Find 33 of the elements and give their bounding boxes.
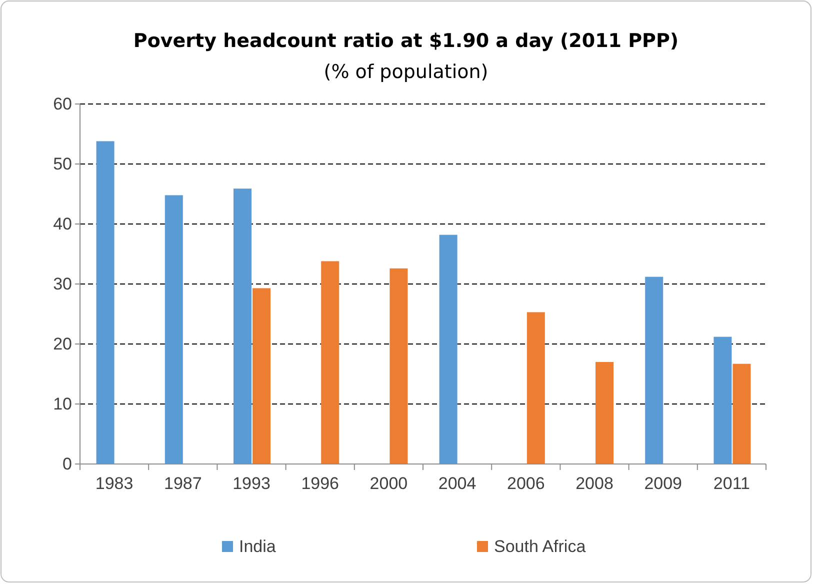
bar: [526, 312, 545, 464]
bar: [234, 188, 252, 464]
bar: [714, 336, 732, 464]
bar: [321, 261, 340, 464]
x-tick-label: 2009: [644, 474, 682, 494]
y-tick-label: 60: [53, 94, 72, 114]
y-tick-label: 50: [53, 154, 72, 174]
bar: [96, 141, 114, 464]
x-tick-label: 2006: [506, 474, 545, 494]
chart-subtitle: (% of population): [324, 61, 488, 83]
y-tick-label: 0: [62, 454, 72, 474]
legend-label: India: [239, 537, 276, 556]
x-tick-label: 2011: [713, 474, 750, 494]
x-tick-label: 1987: [164, 474, 202, 494]
chart-title: Poverty headcount ratio at $1.90 a day (2011 PPP): [133, 30, 679, 52]
bar: [645, 276, 664, 464]
y-tick-label: 40: [53, 214, 72, 234]
y-tick-label: 20: [53, 334, 72, 354]
x-tick-label: 2004: [438, 474, 476, 494]
x-tick-label: 2000: [370, 474, 408, 494]
bar: [732, 364, 751, 464]
bar: [596, 362, 614, 464]
x-tick-label: 1993: [232, 474, 270, 494]
legend-label: South Africa: [494, 537, 586, 556]
y-tick-label: 10: [53, 394, 72, 414]
y-tick-label: 30: [53, 274, 72, 294]
x-tick-label: 1983: [95, 474, 134, 494]
bar: [390, 268, 408, 464]
bar: [252, 288, 270, 464]
bar: [164, 195, 183, 464]
x-tick-label: 2008: [576, 474, 614, 494]
bar: [439, 234, 458, 464]
x-tick-label: 1996: [301, 474, 340, 494]
